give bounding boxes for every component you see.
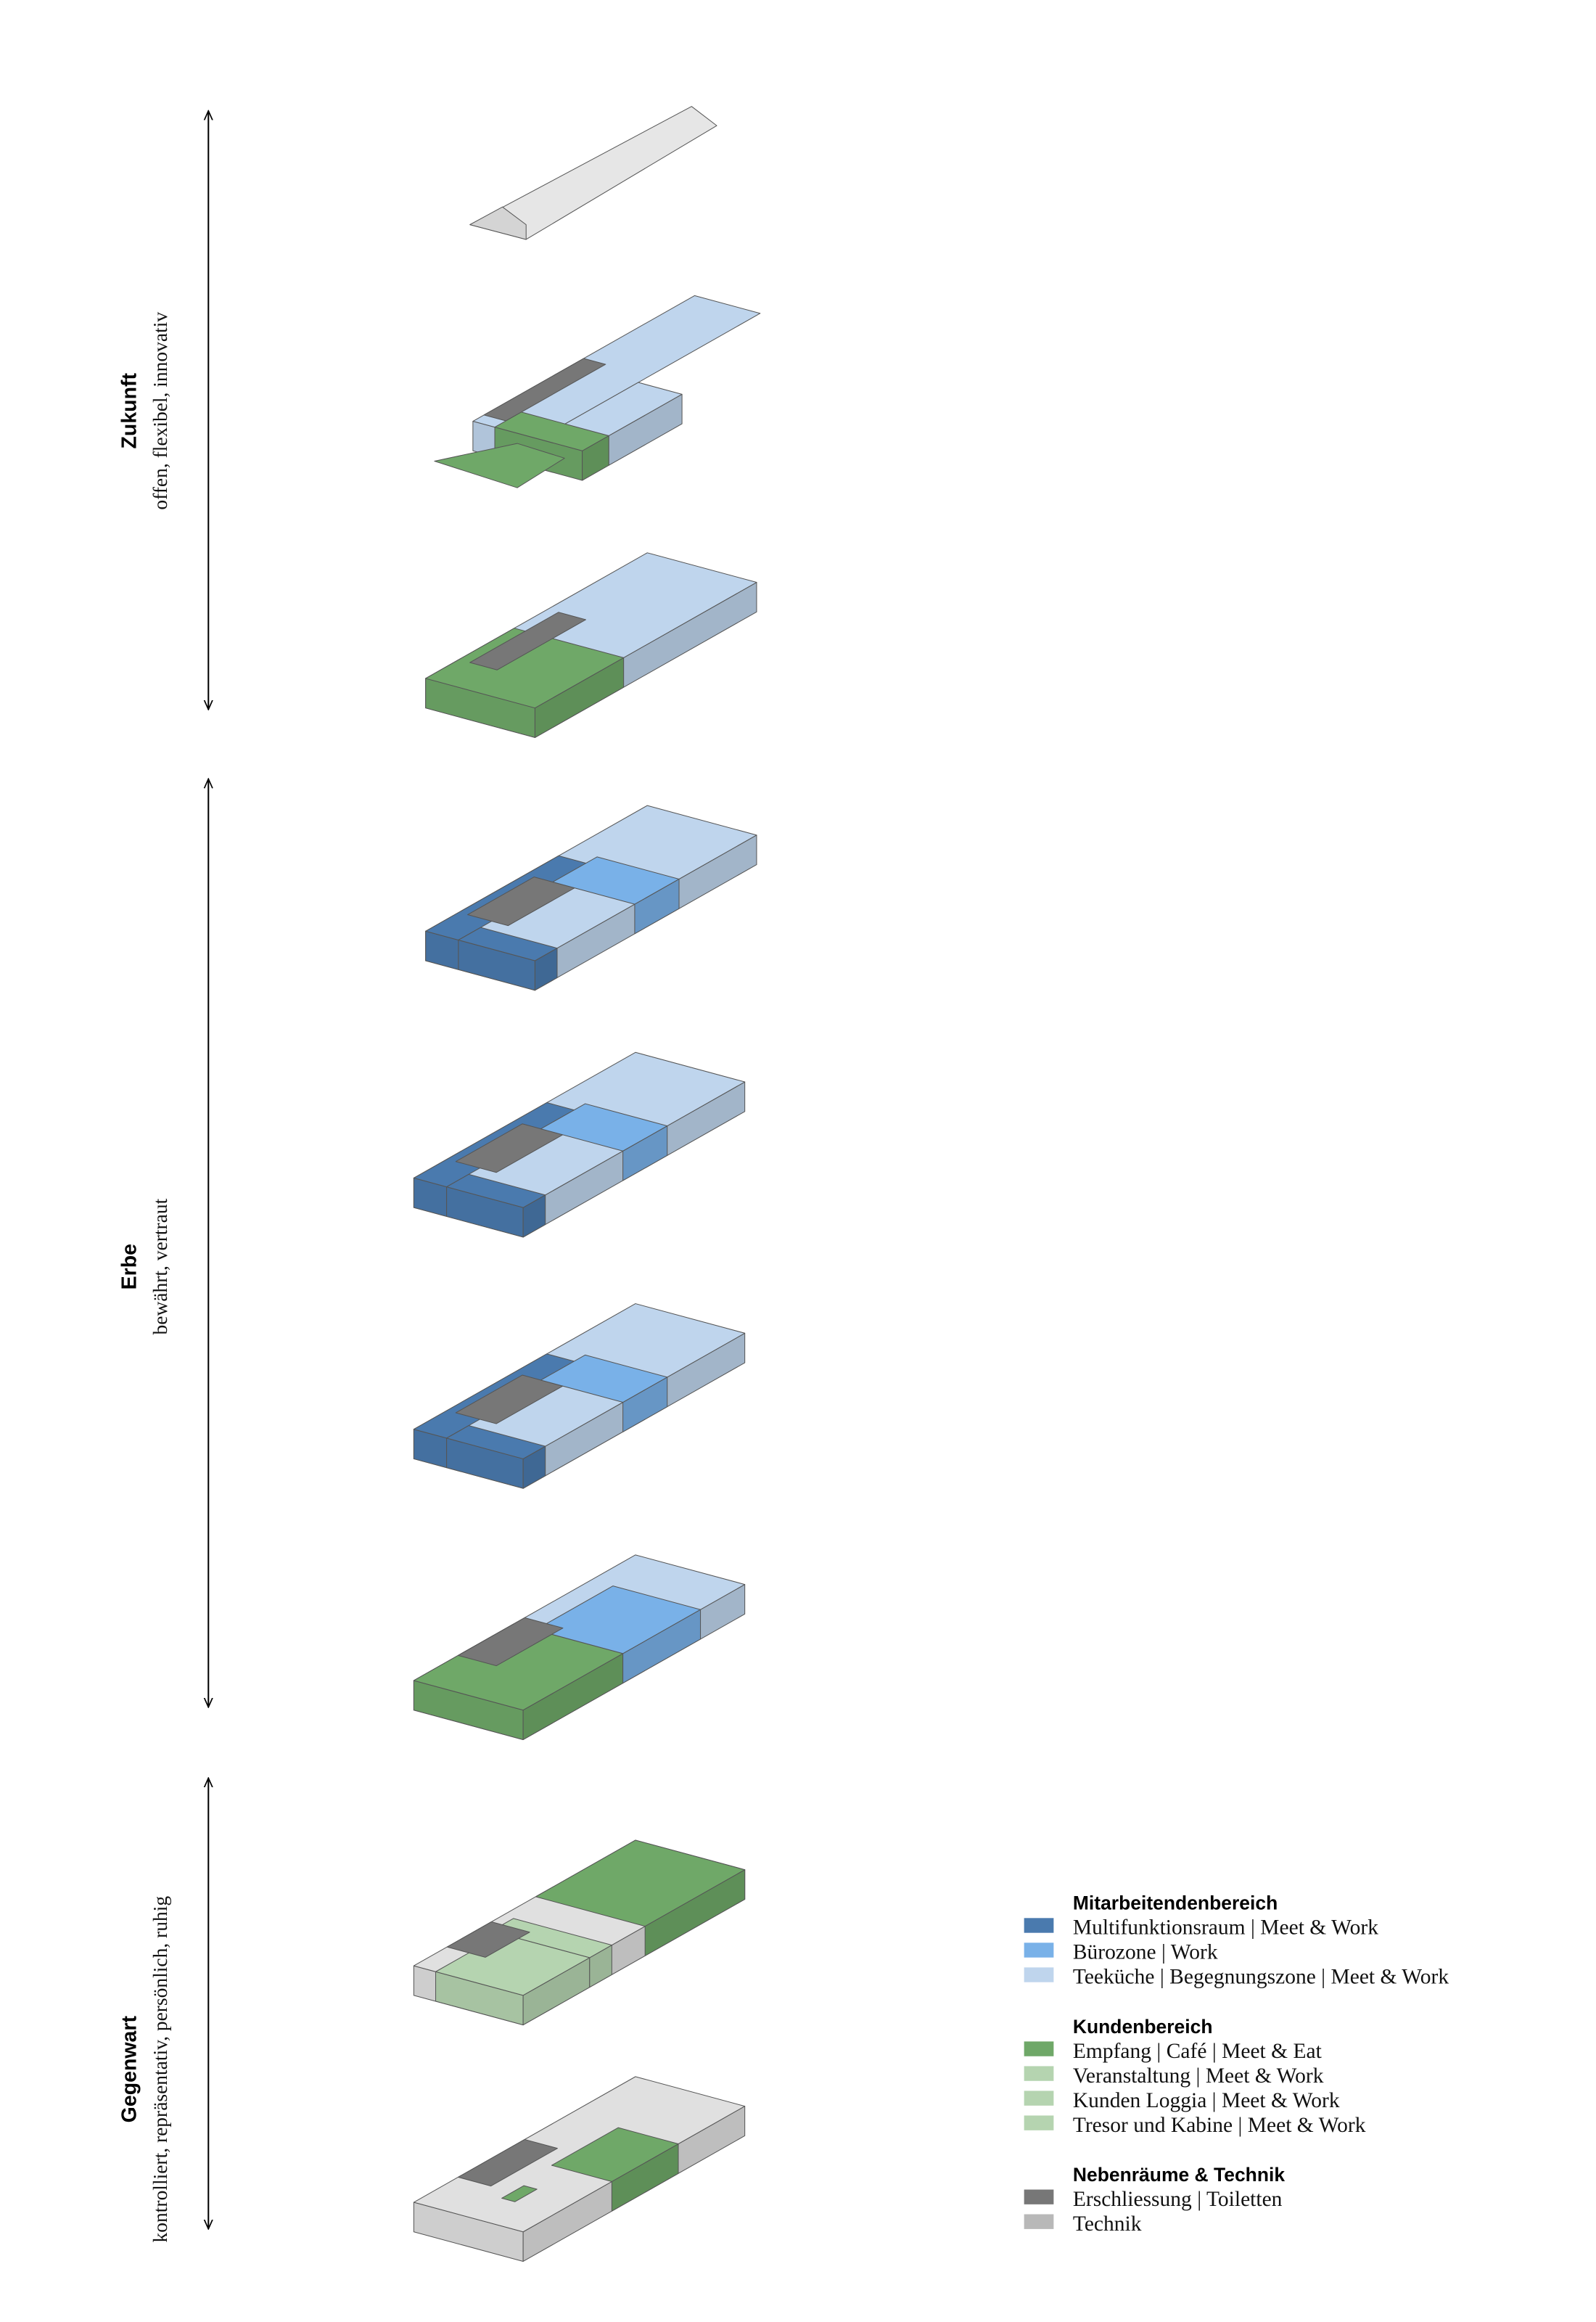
block-zone [501,2185,538,2202]
legend-swatch [1024,2041,1054,2056]
block-zone [551,2127,679,2183]
block-zukunft-1 [425,552,757,738]
legend-heading: Nebenräume & Technik [1073,2164,1285,2186]
legend-swatch [1024,2189,1054,2204]
phase-subtitle: kontrolliert, repräsentativ, persönlich,… [149,1896,171,2243]
block-zone [490,1918,612,1958]
legend-item: Multifunktionsraum | Meet & Work [1073,1916,1378,1940]
legend-item: Bürozone | Work [1073,1941,1218,1964]
roof-block [469,106,717,240]
block-erbe-1 [425,805,757,991]
legend-swatch [1024,1918,1054,1933]
legend-swatch [1024,2091,1054,2106]
block-zone [483,358,606,422]
block-zone [552,856,680,905]
legend-item: Teeküche | Begegnungszone | Meet & Work [1073,1966,1449,1989]
phase-subtitle: bewährt, vertraut [149,1198,171,1334]
block-zone [425,628,625,709]
phase-title: Zukunft [118,373,141,449]
block-zone [446,1173,546,1208]
block-zone [540,1354,668,1403]
phase-title: Erbe [118,1244,141,1289]
phase-title: Gegenwart [118,2016,141,2123]
block-zone [457,2138,558,2187]
block-erbe-2 [413,1051,746,1238]
legend-item: Technik [1073,2212,1142,2236]
block-zone [540,1103,668,1152]
legend-swatch [1024,1942,1054,1958]
legend-heading: Mitarbeitendenbereich [1073,1892,1278,1914]
block-zone [564,382,683,436]
block-zone [458,927,558,961]
roof-end [469,206,527,240]
block-gegenwart-1 [413,1839,746,2026]
block-erbe-3 [413,1303,746,1489]
legend-item: Tresor und Kabine | Meet & Work [1073,2114,1366,2137]
block-zukunft-2 [472,295,761,481]
legend-item: Kunden Loggia | Meet & Work [1073,2089,1340,2112]
block-zone [446,1921,530,1958]
green-terrace [434,443,565,488]
block-zone [457,1617,564,1667]
legend-item: Veranstaltung | Meet & Work [1073,2064,1324,2088]
block-zone [446,1425,546,1459]
block-erbe-4 [413,1554,746,1740]
block-gegenwart-2 [413,2076,746,2262]
legend-swatch [1024,2214,1054,2229]
legend-swatch [1024,1967,1054,1982]
legend-heading: Kundenbereich [1073,2016,1213,2038]
legend-item: Empfang | Café | Meet & Eat [1073,2040,1323,2063]
legend-item: Erschliessung | Toiletten [1073,2188,1283,2211]
phase-subtitle: offen, flexibel, innovativ [149,312,171,510]
block-zone [535,1839,746,1927]
legend-swatch [1024,2066,1054,2081]
block-zone [469,612,587,670]
legend-swatch [1024,2115,1054,2130]
block-zone [535,1585,702,1654]
